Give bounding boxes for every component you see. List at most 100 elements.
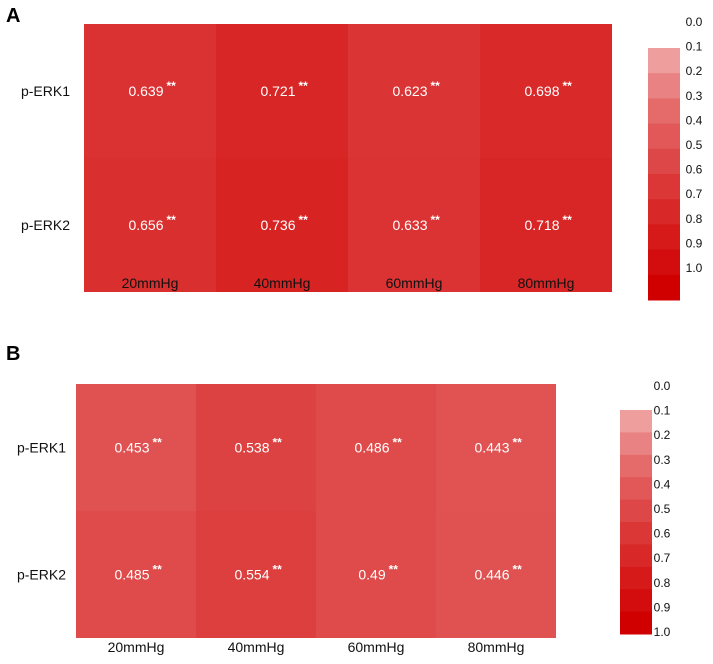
panel-a-column-label: 80mmHg [518, 275, 575, 291]
panel-a-legend-tick: 0.3 [686, 89, 703, 103]
panel-a-legend-tick: 0.8 [686, 212, 703, 226]
panel-a-cell-value: 0.656 [128, 217, 163, 233]
panel-a-letter: A [6, 5, 20, 27]
panel-b-legend-tick: 0.6 [654, 527, 671, 541]
panel-b-legend-swatch [620, 589, 652, 613]
panel-a-column-label: 60mmHg [386, 275, 443, 291]
panel-a-legend-tick: 0.0 [686, 15, 703, 29]
panel-a-legend-tick: 0.2 [686, 64, 703, 78]
panel-b-cell-significance: ** [389, 563, 399, 577]
panel-b-legend-tick: 0.5 [654, 502, 671, 516]
panel-b-cell-value: 0.446 [474, 567, 509, 583]
panel-a-legend-swatch [648, 98, 680, 125]
panel-a-cell-value: 0.718 [524, 217, 559, 233]
panel-a-legend-swatch [648, 274, 680, 301]
panel-a-legend-swatch [648, 123, 680, 150]
panel-b-cell-value: 0.486 [354, 440, 389, 456]
panel-a-cell-value: 0.633 [392, 217, 427, 233]
panel-b-cell-p-erk2-80mmhg [436, 511, 556, 638]
panel-a-cell-value: 0.721 [260, 83, 295, 99]
panel-b-cell-significance: ** [153, 436, 163, 450]
panel-b-legend-swatch [620, 499, 652, 523]
panel-a-legend-tick: 0.6 [686, 163, 703, 177]
panel-a-cell-p-erk2-40mmhg [216, 158, 348, 292]
panel-b-cell-value: 0.443 [474, 440, 509, 456]
panel-a-column-label: 40mmHg [254, 275, 311, 291]
panel-b-legend-swatch [620, 544, 652, 568]
panel-b-letter: B [6, 343, 20, 365]
panel-b-legend-swatch [620, 410, 652, 433]
panel-b-legend-tick: 0.2 [654, 428, 671, 442]
panel-b-legend-tick: 0.7 [654, 551, 671, 565]
panel-a-row-label: p-ERK2 [21, 217, 70, 233]
panel-a-row-label: p-ERK1 [21, 83, 70, 99]
panel-b-legend-tick: 0.3 [654, 453, 671, 467]
panel-b-cell-significance: ** [273, 563, 283, 577]
panel-a-cell-significance: ** [167, 79, 177, 93]
panel-b-cell-value: 0.485 [114, 567, 149, 583]
panel-a-legend-swatch [648, 249, 680, 276]
panel-a-cell-p-erk1-40mmhg [216, 24, 348, 158]
panel-b-cell-value: 0.453 [114, 440, 149, 456]
panel-b-row-label: p-ERK1 [17, 440, 66, 456]
panel-b-column-label: 20mmHg [108, 639, 165, 655]
panel-b-cell-p-erk2-20mmhg [76, 511, 196, 638]
panel-a-cell-p-erk2-20mmhg [84, 158, 216, 292]
panel-a-cell-p-erk1-20mmhg [84, 24, 216, 158]
panel-b-cell-significance: ** [513, 436, 523, 450]
panel-a-cell-significance: ** [563, 213, 573, 227]
panel-a-legend-tick: 0.7 [686, 187, 703, 201]
panel-b-legend-swatch [620, 611, 652, 635]
panel-a-legend-tick: 0.4 [686, 113, 703, 127]
panel-b-cell-p-erk1-80mmhg [436, 384, 556, 511]
panel-b-cell-significance: ** [153, 563, 163, 577]
panel-a-cell-significance: ** [299, 213, 309, 227]
panel-a-cell-significance: ** [299, 79, 309, 93]
panel-a-cell-p-erk1-80mmhg [480, 24, 612, 158]
panel-a-legend-tick: 0.9 [686, 236, 703, 250]
panel-a-legend-swatch [648, 199, 680, 225]
panel-b-cell-p-erk1-60mmhg [316, 384, 436, 511]
panel-b-legend-tick: 0.8 [654, 576, 671, 590]
panel-b-column-label: 40mmHg [228, 639, 285, 655]
panel-a-cell-significance: ** [167, 213, 177, 227]
panel-b-legend-swatch [620, 566, 652, 590]
panel-a-legend-tick: 0.1 [686, 40, 703, 54]
panel-b-legend-swatch [620, 454, 652, 478]
panel-a-cell-value: 0.639 [128, 83, 163, 99]
panel-b-cell-significance: ** [513, 563, 523, 577]
panel-a-cell-p-erk1-60mmhg [348, 24, 480, 158]
panel-b-cell-p-erk2-60mmhg [316, 511, 436, 638]
panel-a-cell-value: 0.736 [260, 217, 295, 233]
panel-a-cell-value: 0.698 [524, 83, 559, 99]
panel-b-cell-p-erk1-20mmhg [76, 384, 196, 511]
panel-a-legend-tick: 0.5 [686, 138, 703, 152]
panel-a-cell-significance: ** [431, 79, 441, 93]
panel-b-cell-significance: ** [393, 436, 403, 450]
panel-b-legend-tick: 0.4 [654, 477, 671, 491]
panel-a-cell-p-erk2-80mmhg [480, 158, 612, 292]
panel-a-legend-swatch [648, 148, 680, 175]
panel-a-legend-tick: 1.0 [686, 261, 703, 275]
panel-b-cell-p-erk2-40mmhg [196, 511, 316, 638]
panel-b-legend-swatch [620, 432, 652, 456]
panel-a-column-label: 20mmHg [122, 275, 179, 291]
panel-b-legend-tick: 0.9 [654, 600, 671, 614]
panel-b-legend-tick: 0.0 [654, 379, 671, 393]
panel-a-cell-value: 0.623 [392, 83, 427, 99]
panel-b-legend-tick: 1.0 [654, 625, 671, 639]
panel-a-legend-swatch [648, 174, 680, 200]
panel-a-legend-swatch [648, 48, 680, 74]
panel-a-legend-swatch [648, 224, 680, 251]
panel-b-column-label: 60mmHg [348, 639, 405, 655]
panel-b-column-label: 80mmHg [468, 639, 525, 655]
panel-b-cell-significance: ** [273, 436, 283, 450]
panel-b-cell-value: 0.538 [234, 440, 269, 456]
panel-b-cell-value: 0.554 [234, 567, 269, 583]
panel-a-cell-significance: ** [563, 79, 573, 93]
panel-a-cell-significance: ** [431, 213, 441, 227]
panel-b-cell-p-erk1-40mmhg [196, 384, 316, 511]
panel-a-cell-p-erk2-60mmhg [348, 158, 480, 292]
panel-b-row-label: p-ERK2 [17, 567, 66, 583]
